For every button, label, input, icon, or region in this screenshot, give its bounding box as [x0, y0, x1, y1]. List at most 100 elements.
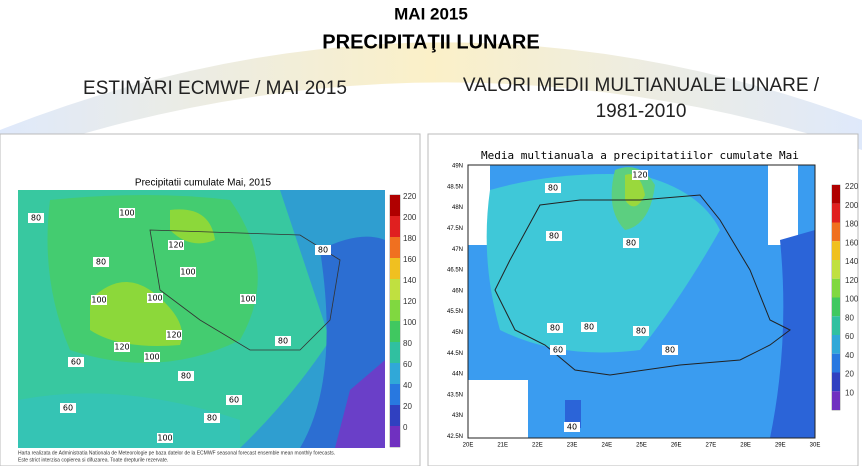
contour-label-bg: [60, 403, 76, 413]
colorbar-label: 80: [845, 313, 854, 322]
subtitle: PRECIPITAŢII LUNARE: [322, 31, 539, 53]
lat-label: 48N: [452, 205, 463, 211]
map-title: Precipitatii cumulate Mai, 2015: [135, 178, 272, 189]
contour-label-bg: [546, 231, 562, 241]
colorbar-label: 220: [845, 182, 859, 191]
lon-label: 28E: [740, 443, 751, 449]
contour-label: 80: [181, 372, 191, 381]
contour-label: 120: [114, 343, 129, 352]
lat-label: 46N: [452, 288, 463, 294]
contour-label: 100: [147, 294, 162, 303]
contour-label-bg: [632, 170, 648, 180]
contour-label-bg: [545, 183, 561, 193]
lat-label: 49N: [452, 164, 463, 170]
lat-label: 48.5N: [447, 184, 463, 190]
contour-label-bg: [68, 357, 84, 367]
contour-label: 80: [278, 337, 288, 346]
contour-label: 80: [548, 184, 558, 193]
contour-label-bg: [93, 257, 109, 267]
colorbar-swatch: [390, 279, 400, 300]
lon-label: 27E: [706, 443, 717, 449]
colorbar-swatch: [390, 195, 400, 216]
left-heading: ESTIMĂRI ECMWF / MAI 2015: [83, 78, 347, 99]
colorbar-swatch: [390, 405, 400, 426]
contour-label-bg: [91, 295, 107, 305]
contour-label-bg: [28, 213, 44, 223]
colorbar-swatch: [832, 241, 840, 260]
colorbar-swatch: [390, 363, 400, 384]
contour-label: 80: [318, 246, 328, 255]
contour-label-bg: [119, 208, 135, 218]
colorbar-label: 200: [403, 213, 417, 222]
right-map: Media multianuala a precipitatiilor cumu…: [427, 133, 859, 467]
right-heading: VALORI MEDII MULTIANUALE LUNARE /: [463, 75, 820, 96]
contour-label-bg: [166, 330, 182, 340]
colorbar-label: 220: [403, 192, 417, 201]
colorbar-label: 100: [403, 318, 417, 327]
contour-label: 100: [91, 296, 106, 305]
lat-label: 45N: [452, 330, 463, 336]
colorbar-label: 140: [403, 276, 417, 285]
contour-label: 120: [166, 331, 181, 340]
colorbar-label: 160: [845, 238, 859, 247]
contour-label: 80: [31, 214, 41, 223]
colorbar-swatch: [390, 426, 400, 447]
colorbar-swatch: [832, 222, 840, 242]
contour-label: 80: [584, 323, 594, 332]
lat-label: 47.5N: [447, 226, 463, 232]
colorbar-swatch: [390, 237, 400, 258]
contour-label-bg: [623, 238, 639, 248]
contour-label-bg: [633, 326, 649, 336]
lon-label: 21E: [497, 443, 508, 449]
contour-label: 40: [567, 423, 577, 432]
contour-label: 80: [550, 324, 560, 333]
contour-label: 120: [632, 171, 647, 180]
lat-label: 43.5N: [447, 392, 463, 398]
contour-label: 80: [665, 346, 675, 355]
colorbar-label: 0: [403, 423, 408, 432]
colorbar-swatch: [832, 297, 840, 317]
lon-label: 29E: [775, 443, 786, 449]
colorbar-label: 80: [403, 339, 412, 348]
lon-label: 25E: [636, 443, 647, 449]
contour-label: 60: [71, 358, 81, 367]
colorbar-label: 200: [845, 201, 859, 210]
contour-label: 80: [96, 258, 106, 267]
right-heading: 1981-2010: [596, 101, 687, 122]
contour-label-bg: [550, 345, 566, 355]
colorbar-label: 40: [403, 381, 412, 390]
colorbar-label: 20: [403, 402, 412, 411]
colorbar-swatch: [390, 300, 400, 321]
contour-label-bg: [114, 342, 130, 352]
contour-label: 100: [119, 209, 134, 218]
contour-label: 100: [240, 295, 255, 304]
colorbar-label: 10: [845, 388, 854, 397]
footnote: Harta realizata de Administratia Nationa…: [18, 450, 335, 456]
contour-label: 120: [168, 241, 183, 250]
contour-label: 100: [157, 434, 172, 443]
colorbar-swatch: [390, 216, 400, 237]
contour-label-bg: [315, 245, 331, 255]
lat-label: 44.5N: [447, 351, 463, 357]
contour-label: 80: [636, 327, 646, 336]
colorbar-swatch: [832, 260, 840, 279]
lon-label: 30E: [810, 443, 821, 449]
colorbar-swatch: [390, 342, 400, 363]
colorbar-label: 60: [845, 332, 854, 341]
colorbar-label: 60: [403, 360, 412, 369]
footnote: Este strict interzisa copierea si difuza…: [18, 457, 168, 463]
colorbar-swatch: [832, 335, 840, 354]
colorbar-swatch: [832, 278, 840, 298]
lat-label: 45.5N: [447, 309, 463, 315]
colorbar-swatch: [832, 372, 840, 392]
colorbar-swatch: [390, 258, 400, 279]
colorbar-label: 180: [403, 234, 417, 243]
contour-label: 100: [144, 353, 159, 362]
contour-label-bg: [275, 336, 291, 346]
contour-label: 60: [229, 396, 239, 405]
colorbar-swatch: [832, 353, 840, 373]
contour-label-bg: [662, 345, 678, 355]
lon-label: 23E: [567, 443, 578, 449]
lon-label: 20E: [463, 443, 474, 449]
